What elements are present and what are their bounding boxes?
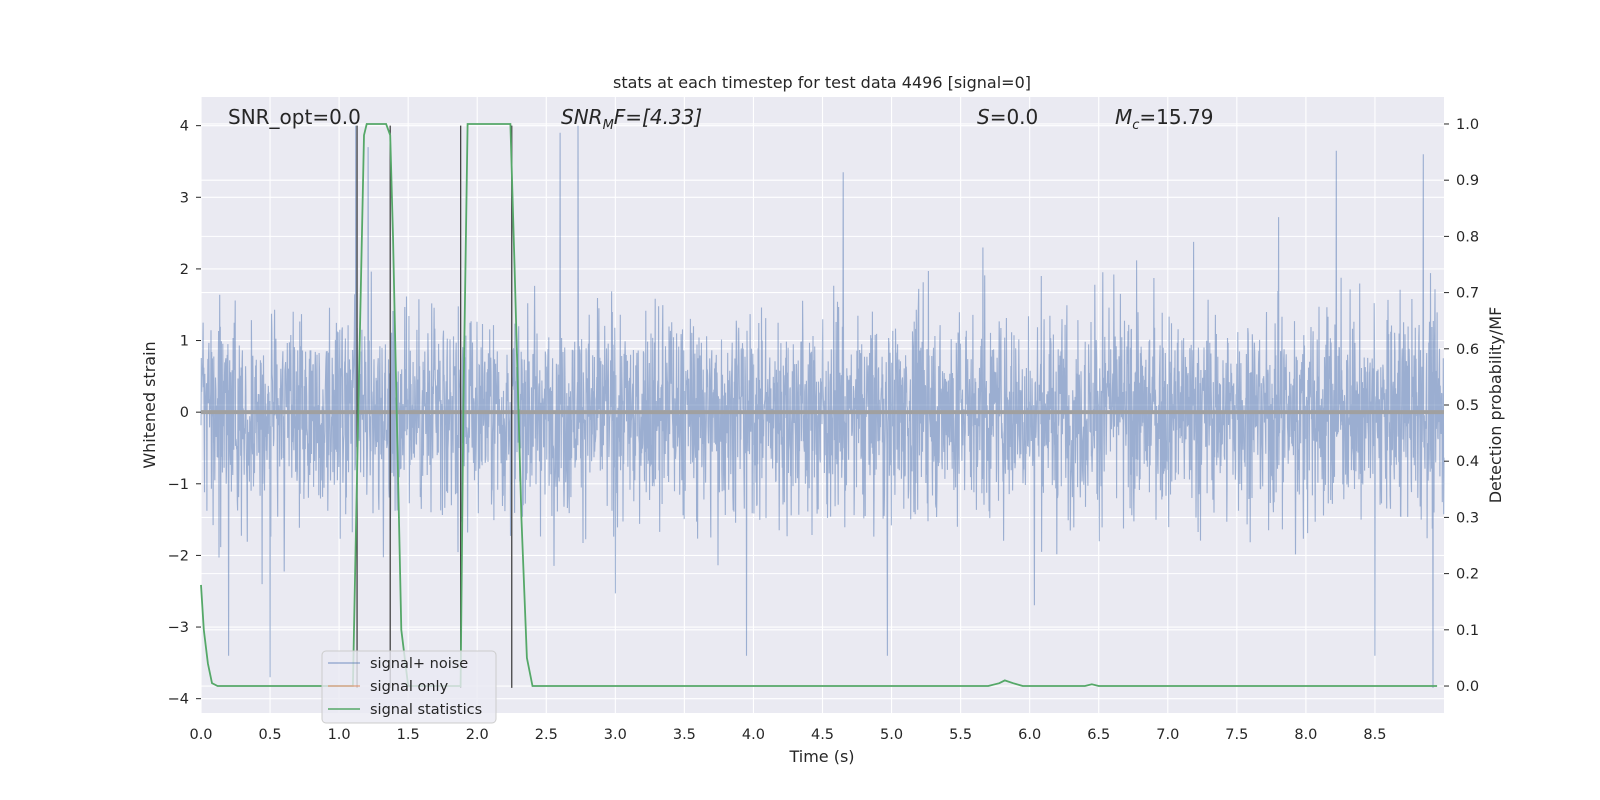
x-tick-label: 2.0 (466, 727, 489, 743)
x-tick-label: 4.5 (811, 727, 834, 743)
annotation-snr-opt: SNR_opt=0.0 (228, 105, 361, 129)
y-axis-ticks: 4 3 2 1 0 −1 −2 −3 −4 (168, 119, 201, 708)
x-tick-label: 1.5 (397, 727, 420, 743)
x-axis-label: Time (s) (788, 747, 854, 766)
legend-label-signal-only: signal only (370, 679, 449, 695)
y-tick-label: −1 (168, 477, 189, 493)
y-tick-label: 2 (180, 262, 189, 278)
x-tick-label: 1.0 (328, 727, 351, 743)
signal-statistics-line (200, 123, 1438, 687)
y-tick-label: 0 (180, 405, 189, 421)
y-tick-label: −3 (168, 620, 189, 636)
x-tick-label: 6.5 (1087, 727, 1110, 743)
x-tick-label: 7.5 (1225, 727, 1248, 743)
x-tick-label: 0.0 (189, 727, 212, 743)
y2-tick-label: 0.1 (1456, 623, 1479, 639)
x-tick-label: 0.5 (259, 727, 282, 743)
y2-tick-label: 0.3 (1456, 510, 1479, 526)
y2-tick-label: 0.6 (1456, 342, 1479, 358)
y-tick-label: 1 (180, 334, 189, 350)
x-tick-label: 8.5 (1363, 727, 1386, 743)
legend-label-signal-noise: signal+ noise (370, 656, 468, 672)
x-tick-label: 6.0 (1018, 727, 1041, 743)
annotation-snr-mf: SNRMF=[4.33] (561, 105, 702, 133)
x-tick-label: 2.5 (535, 727, 558, 743)
x-tick-label: 5.5 (949, 727, 972, 743)
y-tick-label: 4 (180, 119, 189, 135)
y2-tick-label: 0.5 (1456, 398, 1479, 414)
y2-tick-label: 0.0 (1456, 679, 1479, 695)
legend: signal+ noise signal only signal statist… (321, 650, 497, 724)
y-axis-label: Whitened strain (140, 341, 159, 468)
y2-tick-label: 0.4 (1456, 454, 1479, 470)
y-tick-label: −4 (168, 692, 189, 708)
y2-axis-ticks: 1.0 0.9 0.8 0.7 0.6 0.5 0.4 0.3 0.2 0.1 0.0 (1444, 117, 1479, 695)
series-signal-statistics (200, 123, 1438, 687)
y2-tick-label: 0.8 (1456, 229, 1479, 245)
y2-tick-label: 0.9 (1456, 173, 1479, 189)
x-tick-label: 5.0 (880, 727, 903, 743)
legend-label-signal-statistics: signal statistics (370, 702, 482, 718)
chart-title: stats at each timestep for test data 449… (613, 73, 1031, 92)
y2-tick-label: 0.2 (1456, 567, 1479, 583)
x-tick-label: 8.0 (1294, 727, 1317, 743)
x-tick-label: 3.5 (673, 727, 696, 743)
x-axis-ticks: 0.0 0.5 1.0 1.5 2.0 2.5 3.0 3.5 4.0 4.5 5.0 5.5 6.0 6… (189, 727, 1386, 743)
y-tick-label: −2 (168, 548, 189, 564)
y2-axis-label: Detection probability/MF (1486, 307, 1505, 504)
x-tick-label: 7.0 (1156, 727, 1179, 743)
legend-box (321, 650, 497, 724)
y2-tick-label: 0.7 (1456, 286, 1479, 302)
annotation-s: S=0.0 (977, 105, 1038, 129)
y2-tick-label: 1.0 (1456, 117, 1479, 133)
x-tick-label: 4.0 (742, 727, 765, 743)
x-tick-label: 3.0 (604, 727, 627, 743)
y-tick-label: 3 (180, 190, 189, 206)
annotation-mc: Mc=15.79 (1115, 105, 1213, 133)
